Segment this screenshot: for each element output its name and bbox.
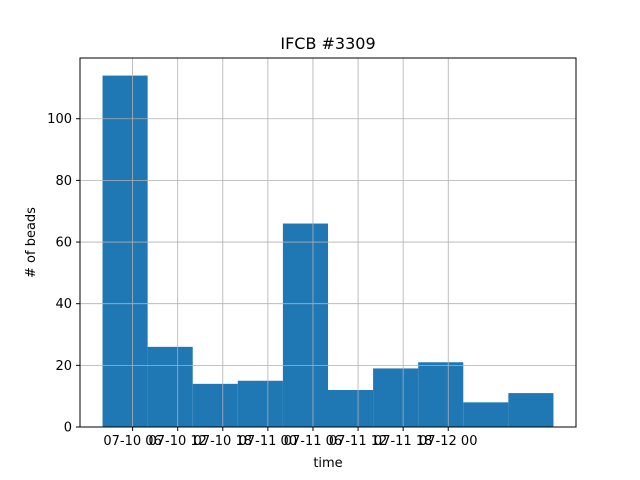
chart-title: IFCB #3309 <box>280 34 375 53</box>
x-tick-label: 07-10 06 <box>103 434 161 449</box>
y-axis-label: # of beads <box>24 207 39 278</box>
x-tick-label: 07-12 00 <box>419 434 477 449</box>
grid-lines <box>80 58 576 428</box>
y-tick-label: 60 <box>55 236 72 251</box>
x-tick-label: 07-11 00 <box>239 434 297 449</box>
y-tick-label: 80 <box>55 174 72 189</box>
histogram-bar <box>237 380 283 427</box>
histogram-bar <box>373 368 419 427</box>
histogram-bar <box>282 223 328 427</box>
histogram-bars <box>102 75 554 428</box>
histogram-bar <box>508 393 554 427</box>
histogram-bar <box>463 402 509 427</box>
histogram-bar <box>102 75 148 428</box>
histogram-bar <box>147 346 193 427</box>
x-tick-label: 07-11 06 <box>284 434 342 449</box>
y-tick-label: 20 <box>55 359 72 374</box>
x-tick-label: 07-10 12 <box>148 434 206 449</box>
histogram-bar <box>418 362 464 427</box>
y-tick-label: 100 <box>47 112 72 127</box>
histogram-bar <box>192 383 238 427</box>
y-tick-label: 0 <box>64 421 72 436</box>
y-tick-label: 40 <box>55 297 72 312</box>
x-tick-label: 07-11 12 <box>329 434 387 449</box>
x-tick-label: 07-10 18 <box>194 434 252 449</box>
histogram-bar <box>328 390 374 427</box>
x-axis-label: time <box>313 456 342 471</box>
x-tick-label: 07-11 18 <box>374 434 432 449</box>
